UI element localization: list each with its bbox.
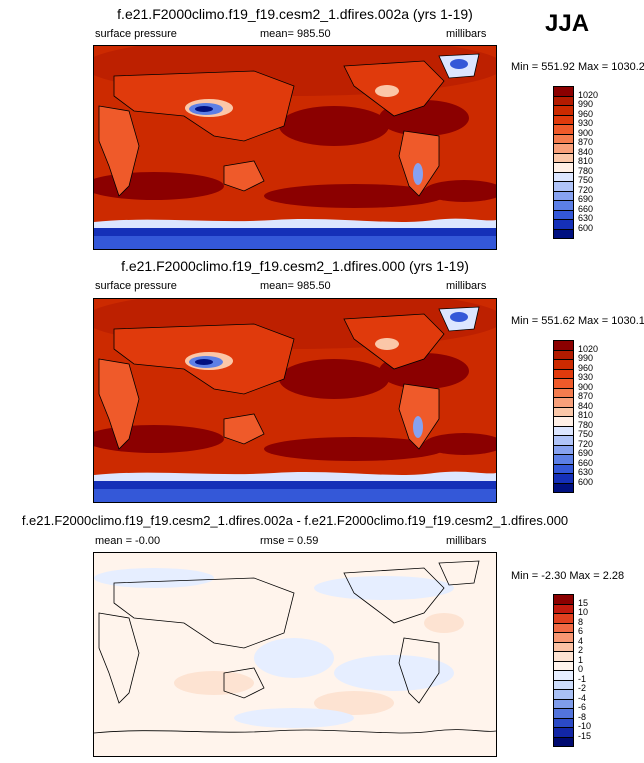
colorbar-label: 780 bbox=[578, 165, 594, 176]
colorbar-label: 810 bbox=[578, 410, 594, 420]
panel2-minmax: Min = 551.62 Max = 1030.13 bbox=[511, 315, 644, 327]
colorbar-label: -15 bbox=[578, 730, 592, 741]
panel1-mean-label: mean= 985.50 bbox=[260, 28, 331, 40]
panel3-minmax: Min = -2.30 Max = 2.28 bbox=[511, 570, 625, 582]
colorbar-label: 4 bbox=[578, 635, 584, 646]
colorbar-label: 840 bbox=[578, 400, 594, 411]
colorbar-label: 900 bbox=[578, 127, 594, 138]
colorbar-label: 750 bbox=[578, 175, 594, 185]
panel3-mean-label: mean = -0.00 bbox=[95, 535, 161, 547]
panel1-minmax: Min = 551.92 Max = 1030.23 bbox=[511, 61, 644, 73]
panel1-map bbox=[93, 45, 497, 250]
colorbar-label: 690 bbox=[578, 194, 594, 204]
colorbar-label: 2 bbox=[578, 645, 584, 655]
panel2-title: f.e21.F2000climo.f19_f19.cesm2_1.dfires.… bbox=[121, 258, 469, 274]
colorbar-label: 10 bbox=[578, 607, 589, 617]
season-label: JJA bbox=[545, 10, 590, 37]
colorbar-label: 780 bbox=[578, 419, 594, 430]
panel1-variable-label: surface pressure bbox=[95, 28, 177, 40]
panel2-variable-label: surface pressure bbox=[95, 280, 177, 292]
colorbar-label: 960 bbox=[578, 362, 594, 373]
colorbar-label: 660 bbox=[578, 457, 594, 468]
colorbar-label: 660 bbox=[578, 203, 594, 214]
panel2-units-label: millibars bbox=[446, 280, 487, 292]
colorbar-label: 930 bbox=[578, 372, 594, 382]
colorbar-swatch bbox=[553, 736, 574, 747]
colorbar-label: 840 bbox=[578, 146, 594, 157]
colorbar-label: 870 bbox=[578, 391, 594, 401]
colorbar-label: 900 bbox=[578, 381, 594, 392]
colorbar-label: 990 bbox=[578, 99, 594, 109]
colorbar-label: -4 bbox=[578, 692, 587, 703]
colorbar-label: 960 bbox=[578, 108, 594, 119]
colorbar-label: 600 bbox=[578, 222, 594, 233]
colorbar-label: -2 bbox=[578, 683, 587, 693]
panel3-rmse-label: rmse = 0.59 bbox=[260, 535, 319, 547]
colorbar-label: 1 bbox=[578, 654, 584, 665]
colorbar-label: 750 bbox=[578, 429, 594, 439]
colorbar-label: -10 bbox=[578, 721, 592, 731]
colorbar-label: 810 bbox=[578, 156, 594, 166]
colorbar-label: -1 bbox=[578, 673, 587, 684]
colorbar-label: -8 bbox=[578, 711, 587, 722]
colorbar-label: 6 bbox=[578, 626, 584, 636]
panel3-units-label: millibars bbox=[446, 535, 487, 547]
panel3-title: f.e21.F2000climo.f19_f19.cesm2_1.dfires.… bbox=[21, 513, 569, 528]
colorbar-label: 1020 bbox=[578, 343, 599, 354]
panel2-map-svg bbox=[94, 299, 496, 502]
panel3-map bbox=[93, 552, 497, 757]
colorbar-label: 8 bbox=[578, 616, 584, 627]
colorbar-label: -6 bbox=[578, 702, 587, 712]
colorbar-swatch bbox=[553, 482, 574, 493]
panel1-title: f.e21.F2000climo.f19_f19.cesm2_1.dfires.… bbox=[117, 6, 473, 22]
colorbar-label: 15 bbox=[578, 597, 589, 608]
colorbar-label: 720 bbox=[578, 438, 594, 449]
colorbar-label: 720 bbox=[578, 184, 594, 195]
colorbar-label: 0 bbox=[578, 664, 584, 674]
colorbar-label: 600 bbox=[578, 476, 594, 487]
colorbar-label: 990 bbox=[578, 353, 594, 363]
panel2-map bbox=[93, 298, 497, 503]
colorbar-label: 1020 bbox=[578, 89, 599, 100]
panel2-mean-label: mean= 985.50 bbox=[260, 280, 331, 292]
colorbar-label: 690 bbox=[578, 448, 594, 458]
panel3-map-svg bbox=[94, 553, 496, 756]
panel1-units-label: millibars bbox=[446, 28, 487, 40]
colorbar-label: 870 bbox=[578, 137, 594, 147]
colorbar-label: 630 bbox=[578, 467, 594, 477]
colorbar-swatch bbox=[553, 228, 574, 239]
panel1-map-svg bbox=[94, 46, 496, 249]
colorbar-label: 630 bbox=[578, 213, 594, 223]
colorbar-label: 930 bbox=[578, 118, 594, 128]
